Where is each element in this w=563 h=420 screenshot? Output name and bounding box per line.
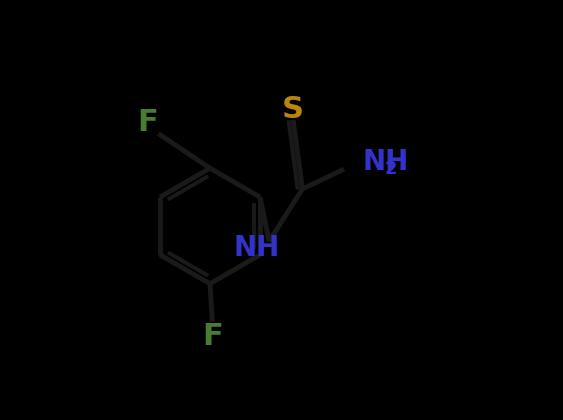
Text: S: S bbox=[282, 95, 304, 124]
Text: NH: NH bbox=[233, 234, 279, 262]
Text: F: F bbox=[137, 108, 158, 136]
Text: NH: NH bbox=[363, 148, 409, 176]
Text: 2: 2 bbox=[385, 160, 397, 178]
Text: F: F bbox=[202, 322, 223, 352]
